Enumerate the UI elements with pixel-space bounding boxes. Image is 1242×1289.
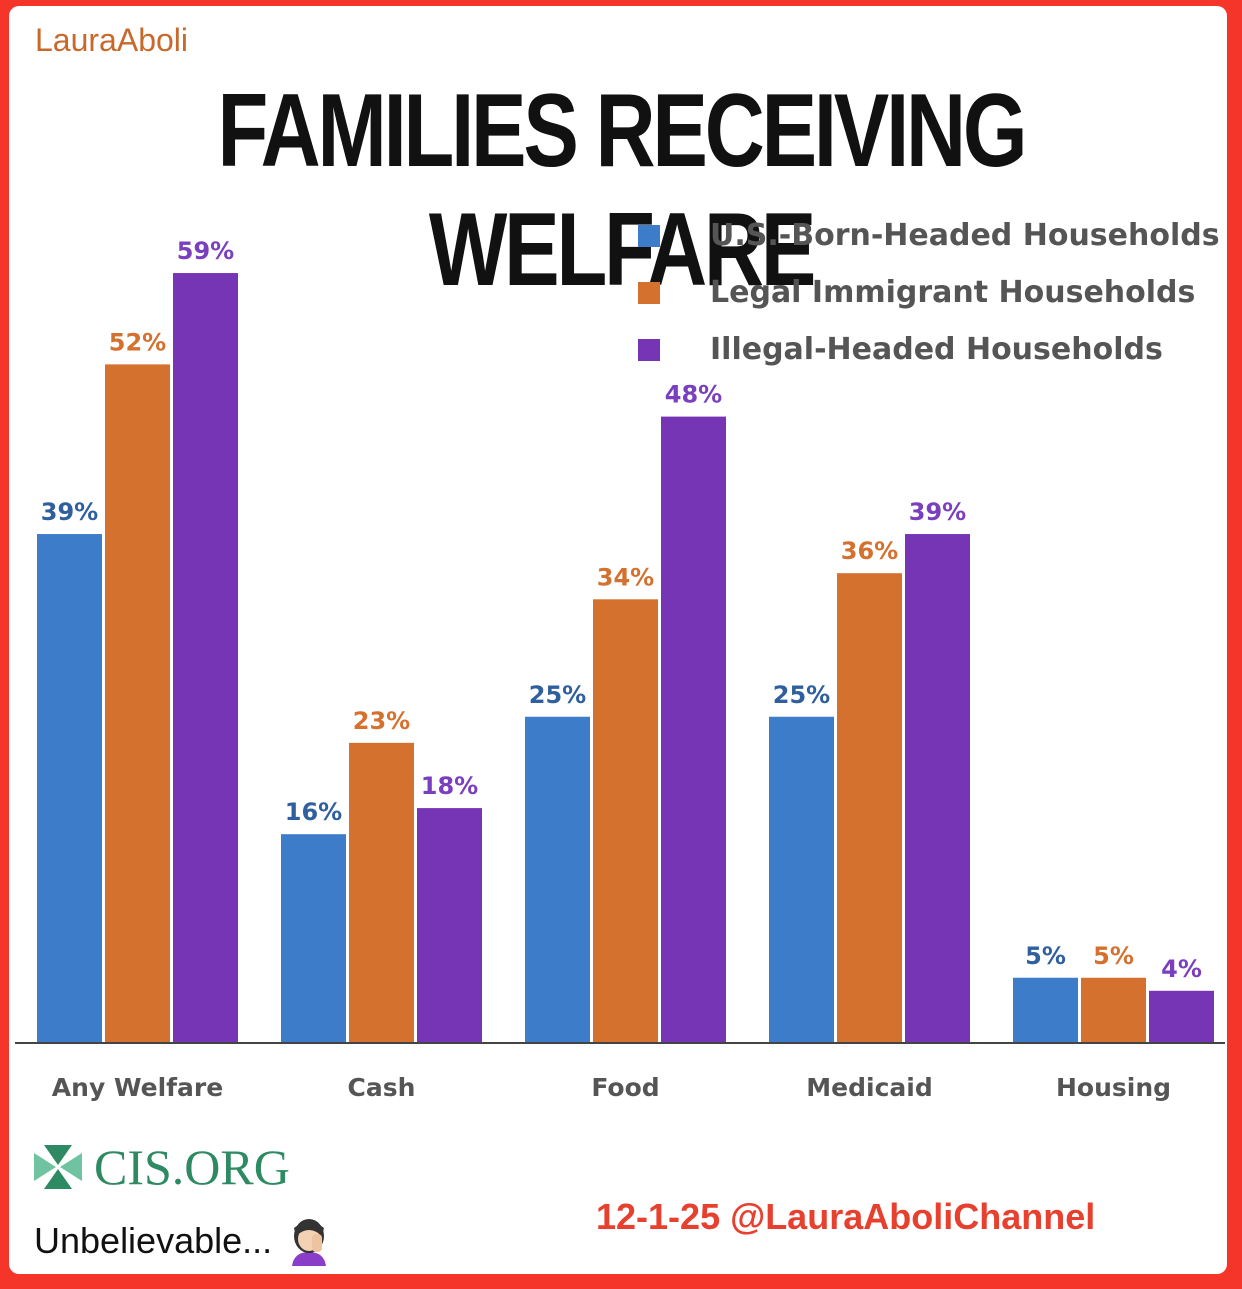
- author-name: LauraAboli: [35, 22, 188, 58]
- face-palm-icon: [292, 1219, 327, 1266]
- category-label-3: Medicaid: [806, 1073, 932, 1102]
- bar-3-0: [769, 716, 834, 1043]
- cis-logo-text: CIS.ORG: [94, 1139, 290, 1195]
- credit-text: 12-1-25 @LauraAboliChannel: [596, 1196, 1096, 1237]
- chart-title: FAMILIES RECEIVING WELFARE: [217, 73, 1028, 308]
- data-label-0-1: 52%: [109, 328, 166, 356]
- bar-2-0: [525, 716, 590, 1043]
- data-label-4-1: 5%: [1093, 942, 1134, 970]
- data-label-2-0: 25%: [529, 681, 586, 709]
- bar-2-1: [593, 599, 658, 1043]
- bar-4-2: [1149, 990, 1214, 1043]
- legend-label-1: Legal Immigrant Households: [710, 275, 1195, 310]
- data-label-2-1: 34%: [597, 563, 654, 591]
- data-label-4-0: 5%: [1025, 942, 1066, 970]
- legend-swatch-2: [638, 339, 660, 361]
- data-label-3-1: 36%: [841, 537, 898, 565]
- data-label-4-2: 4%: [1161, 955, 1202, 983]
- bars: 39% 16% 25% 25% 5% 52% 23% 34% 36% 5% 59% 18% 48% 39%…: [37, 237, 1214, 1044]
- bar-0-2: [173, 273, 238, 1043]
- data-label-0-0: 39%: [41, 498, 98, 526]
- bar-3-2: [905, 534, 970, 1043]
- data-label-0-2: 59%: [177, 237, 234, 265]
- legend-swatch-1: [638, 282, 660, 304]
- legend: U.S.-Born-Headed Households Legal Immigra…: [638, 218, 1220, 367]
- data-label-3-0: 25%: [773, 681, 830, 709]
- bar-0-1: [105, 364, 170, 1043]
- bar-1-0: [281, 834, 346, 1043]
- cis-logo-icon: [34, 1145, 82, 1189]
- bar-0-0: [37, 534, 102, 1043]
- bar-3-1: [837, 573, 902, 1043]
- bar-1-1: [349, 742, 414, 1043]
- bar-1-2: [417, 808, 482, 1043]
- category-label-1: Cash: [348, 1073, 416, 1102]
- category-label-2: Food: [591, 1073, 659, 1102]
- data-label-3-2: 39%: [909, 498, 966, 526]
- cis-logo: CIS.ORG: [30, 1138, 290, 1196]
- category-label-0: Any Welfare: [52, 1073, 223, 1102]
- bar-2-2: [661, 416, 726, 1044]
- legend-label-2: Illegal-Headed Households: [710, 332, 1163, 367]
- data-label-1-2: 18%: [421, 772, 478, 800]
- bar-4-0: [1013, 977, 1078, 1043]
- data-label-1-1: 23%: [353, 707, 410, 735]
- post-caption: Unbelievable...: [34, 1216, 334, 1266]
- caption-text: Unbelievable...: [34, 1220, 273, 1261]
- bar-4-1: [1081, 977, 1146, 1043]
- category-label-4: Housing: [1056, 1073, 1171, 1102]
- legend-swatch-0: [638, 225, 660, 247]
- category-labels: Any Welfare Cash Food Medicaid Housing: [52, 1073, 1171, 1102]
- legend-label-0: U.S.-Born-Headed Households: [710, 218, 1220, 253]
- data-label-2-2: 48%: [665, 381, 722, 409]
- data-label-1-0: 16%: [285, 798, 342, 826]
